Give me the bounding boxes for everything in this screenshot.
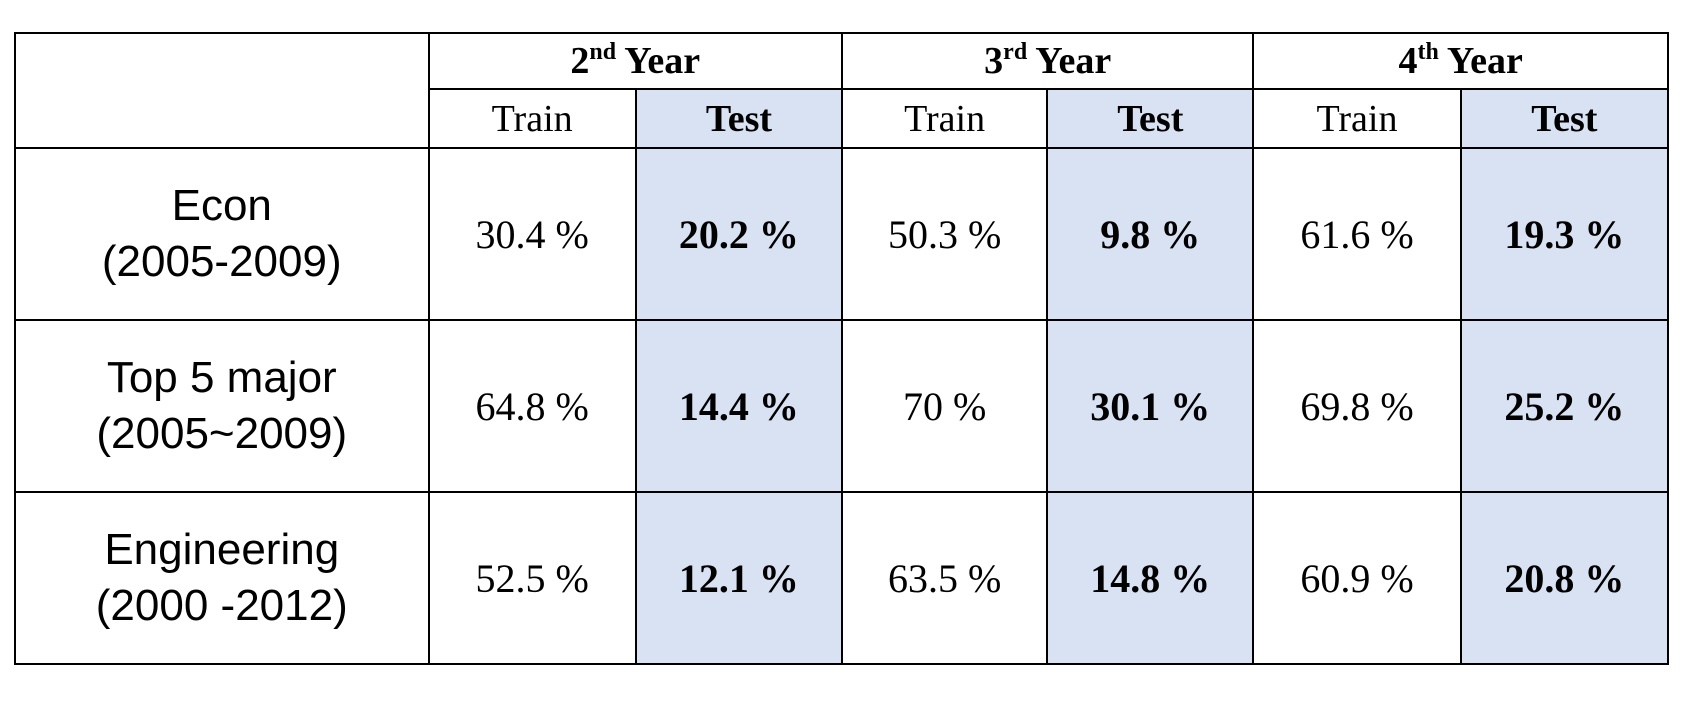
train-header: Train	[427, 88, 637, 149]
row-name: Econ	[171, 181, 272, 230]
test-value: 20.2 %	[634, 147, 844, 321]
row-label: Top 5 major (2005~2009)	[14, 319, 430, 493]
year-number: 4	[1398, 40, 1418, 82]
train-value: 69.8 %	[1252, 319, 1462, 493]
year-suffix: nd	[589, 39, 617, 65]
row-period: (2005~2009)	[96, 409, 348, 458]
corner-cell	[14, 32, 430, 149]
train-header: Train	[841, 88, 1049, 149]
row-label: Engineering (2000 -2012)	[14, 491, 430, 665]
year-suffix: th	[1417, 39, 1439, 65]
row-period: (2000 -2012)	[95, 581, 348, 630]
test-value: 25.2 %	[1459, 319, 1670, 493]
test-value: 12.1 %	[634, 491, 844, 665]
test-value: 19.3 %	[1459, 147, 1670, 321]
year-word: Year	[1446, 40, 1523, 82]
year-header-2: 2nd Year	[427, 32, 844, 90]
train-value: 52.5 %	[427, 491, 637, 665]
test-value: 30.1 %	[1046, 319, 1255, 493]
train-value: 60.9 %	[1252, 491, 1462, 665]
year-header-3: 3rd Year	[841, 32, 1255, 90]
year-word: Year	[1035, 40, 1112, 82]
test-value: 14.8 %	[1046, 491, 1255, 665]
train-value: 63.5 %	[841, 491, 1049, 665]
test-header: Test	[634, 88, 844, 149]
year-number: 3	[984, 40, 1004, 82]
year-word: Year	[624, 40, 701, 82]
row-name: Top 5 major	[106, 353, 337, 402]
year-header-4: 4th Year	[1252, 32, 1669, 90]
row-label: Econ (2005-2009)	[14, 147, 430, 321]
test-value: 9.8 %	[1046, 147, 1255, 321]
train-value: 70 %	[841, 319, 1049, 493]
row-name: Engineering	[104, 525, 340, 574]
year-suffix: rd	[1003, 39, 1028, 65]
row-period: (2005-2009)	[101, 237, 342, 286]
train-header: Train	[1252, 88, 1462, 149]
year-header-row: 2nd Year 3rd Year 4th Year	[14, 32, 1669, 149]
test-value: 14.4 %	[634, 319, 844, 493]
train-value: 50.3 %	[841, 147, 1049, 321]
train-value: 64.8 %	[427, 319, 637, 493]
test-value: 20.8 %	[1459, 491, 1670, 665]
test-header: Test	[1046, 88, 1255, 149]
table-row-econ: Econ (2005-2009) 30.4 % 20.2 % 50.3 % 9.…	[14, 147, 1670, 321]
results-table: 2nd Year 3rd Year 4th Year Train Test Tr…	[14, 32, 1670, 665]
split-header-row: Train Test Train Test Train Test	[15, 88, 1670, 149]
train-value: 61.6 %	[1252, 147, 1462, 321]
year-number: 2	[570, 40, 590, 82]
table-row-top5: Top 5 major (2005~2009) 64.8 % 14.4 % 70…	[14, 319, 1670, 493]
table-row-engineering: Engineering (2000 -2012) 52.5 % 12.1 % 6…	[14, 491, 1670, 665]
test-header: Test	[1459, 88, 1670, 149]
train-value: 30.4 %	[427, 147, 637, 321]
